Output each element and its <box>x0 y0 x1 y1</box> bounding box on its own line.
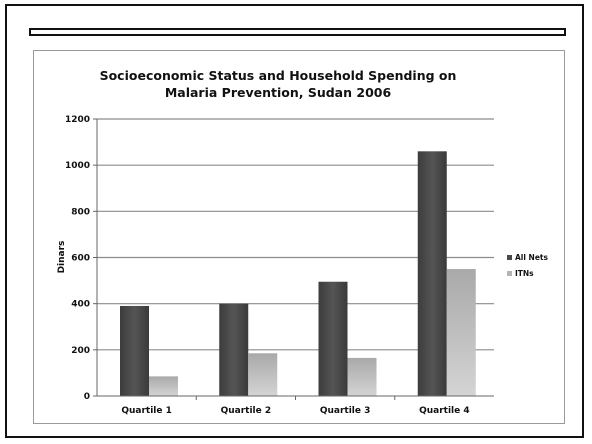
bar-all-nets-1 <box>120 305 149 396</box>
y-axis-label: Dinars <box>57 241 67 274</box>
legend: All Nets ITNs <box>507 253 549 278</box>
x-tick-label: Quartile 3 <box>320 406 371 416</box>
legend-swatch <box>507 255 512 260</box>
legend-label: All Nets <box>515 253 549 262</box>
legend-label: ITNs <box>515 269 534 278</box>
bar-itns-3 <box>347 357 377 396</box>
bars <box>120 151 476 400</box>
bar-itns-4 <box>446 269 476 396</box>
x-tick-label: Quartile 1 <box>121 406 172 416</box>
y-tick-label: 1000 <box>65 161 90 171</box>
y-tick-label: 800 <box>71 207 90 217</box>
x-tick-label: Quartile 4 <box>419 406 470 416</box>
bar-itns-2 <box>248 353 278 396</box>
x-tick-label: Quartile 2 <box>221 406 272 416</box>
y-tick-label: 400 <box>71 300 90 310</box>
y-tick-label: 600 <box>71 254 90 264</box>
bar-all-nets-2 <box>219 303 249 396</box>
y-tick-label: 1200 <box>65 115 90 125</box>
bar-all-nets-3 <box>318 281 348 396</box>
bar-all-nets-4 <box>417 151 447 396</box>
bar-itns-1 <box>149 376 178 396</box>
y-tick-labels: 0 200 400 600 800 1000 1200 <box>65 115 90 402</box>
y-tick-label: 0 <box>84 392 90 402</box>
y-tick-label: 200 <box>71 346 90 356</box>
title-placeholder <box>29 28 566 36</box>
chart-title-line-1: Socioeconomic Status and Household Spend… <box>100 68 457 83</box>
legend-swatch <box>507 271 512 276</box>
chart-title-line-2: Malaria Prevention, Sudan 2006 <box>165 85 392 100</box>
x-tick-labels: Quartile 1 Quartile 2 Quartile 3 Quartile 4 <box>121 406 469 416</box>
